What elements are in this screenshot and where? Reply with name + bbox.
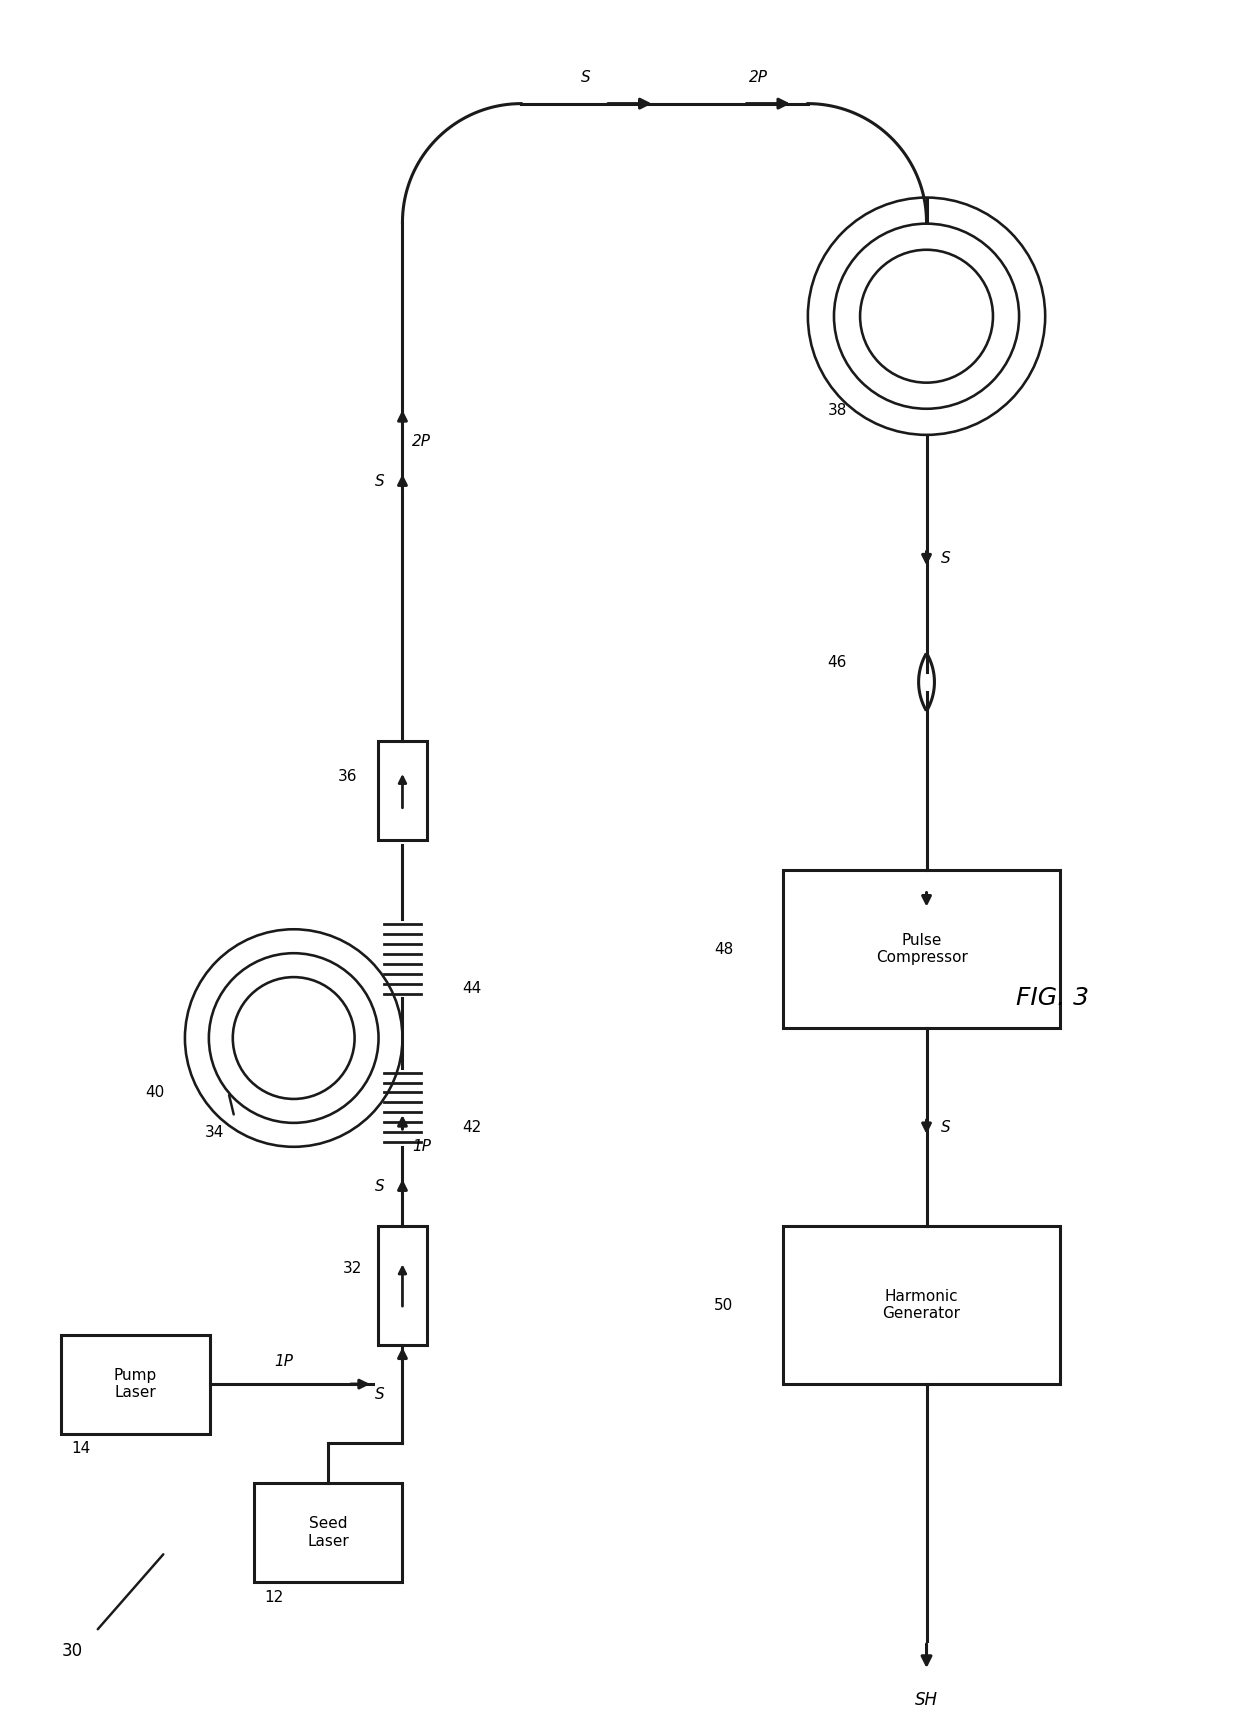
Text: Pulse
Compressor: Pulse Compressor xyxy=(875,934,967,965)
Text: 1P: 1P xyxy=(413,1139,432,1155)
Text: 34: 34 xyxy=(205,1126,224,1139)
Text: 36: 36 xyxy=(339,769,357,783)
Text: S: S xyxy=(374,474,384,489)
Text: S: S xyxy=(941,552,951,565)
Text: SH: SH xyxy=(915,1691,937,1708)
Text: 42: 42 xyxy=(461,1119,481,1134)
Text: 2P: 2P xyxy=(413,434,432,450)
Bar xyxy=(61,1335,210,1433)
Text: 40: 40 xyxy=(145,1086,165,1100)
Text: Pump
Laser: Pump Laser xyxy=(114,1368,157,1400)
Text: FIG. 3: FIG. 3 xyxy=(1016,987,1089,1010)
Text: 48: 48 xyxy=(714,942,733,956)
Text: Seed
Laser: Seed Laser xyxy=(308,1516,350,1549)
Text: S: S xyxy=(374,1387,384,1402)
Text: S: S xyxy=(580,69,590,85)
Bar xyxy=(378,742,428,840)
Text: Harmonic
Generator: Harmonic Generator xyxy=(883,1288,961,1321)
Bar xyxy=(784,1226,1060,1385)
Text: S: S xyxy=(941,1119,951,1134)
Bar xyxy=(378,1226,428,1345)
Text: 38: 38 xyxy=(827,403,847,418)
Text: 14: 14 xyxy=(71,1442,91,1456)
Text: S: S xyxy=(374,1179,384,1193)
Text: 44: 44 xyxy=(461,980,481,996)
Text: 1P: 1P xyxy=(274,1354,294,1369)
Text: 50: 50 xyxy=(714,1297,733,1312)
Text: 32: 32 xyxy=(343,1262,362,1276)
Bar xyxy=(784,870,1060,1029)
Text: 30: 30 xyxy=(61,1643,82,1660)
Text: 2P: 2P xyxy=(749,69,768,85)
Text: 46: 46 xyxy=(827,655,847,669)
Bar xyxy=(254,1483,403,1582)
Text: 12: 12 xyxy=(264,1589,283,1605)
